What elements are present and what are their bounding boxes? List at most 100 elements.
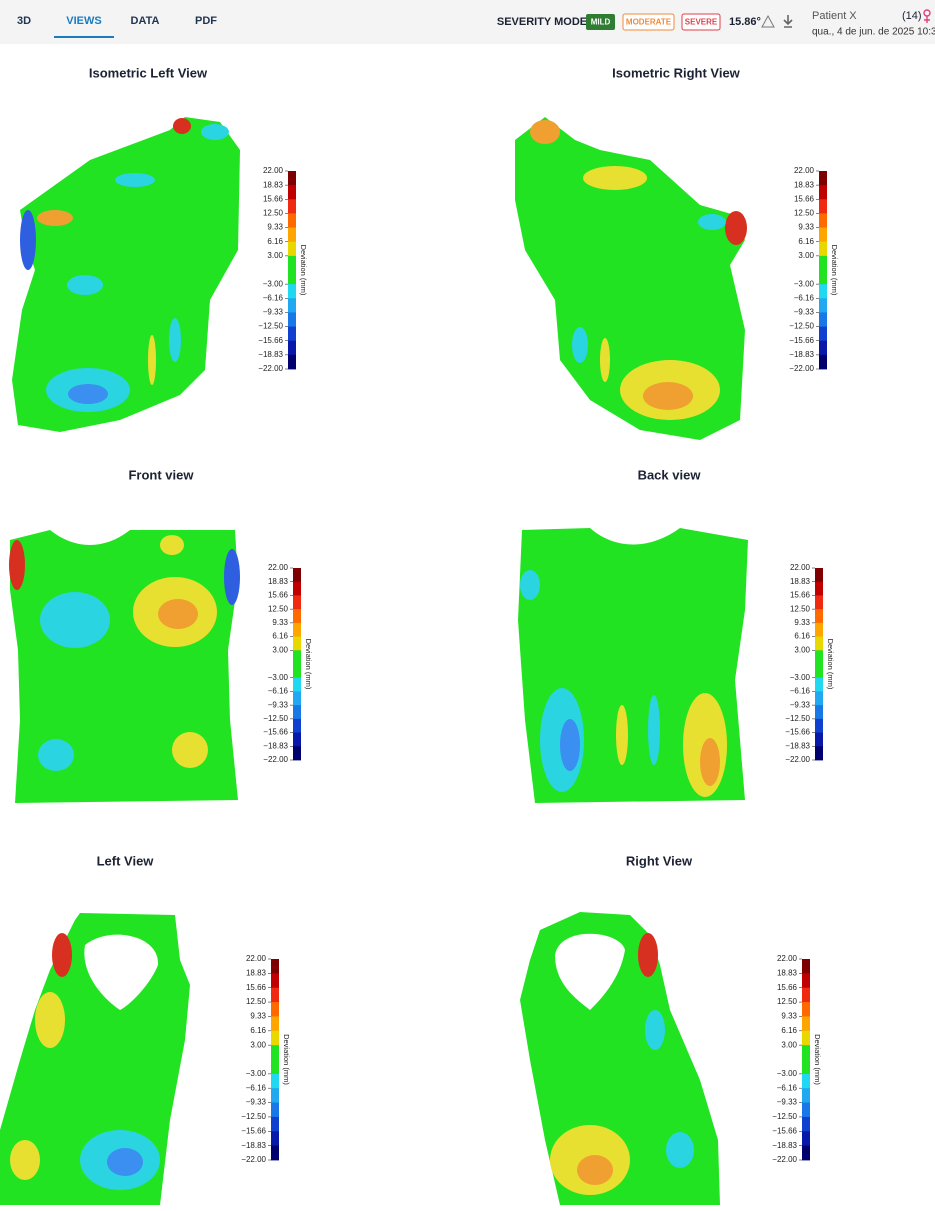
colorbar-tick-label: 18.83	[777, 968, 798, 977]
colorbar: 22.00 18.83 15.66 12.50 9.33 6.16 3.00 −3.00 −6.…	[263, 563, 313, 764]
patient-name: Patient X	[812, 10, 857, 22]
colorbar-tick-label: 3.00	[272, 645, 288, 654]
torso-front	[9, 530, 240, 803]
colorbar-segment	[271, 959, 279, 974]
torso-left	[0, 913, 190, 1205]
colorbar-tick-label: −12.50	[263, 714, 288, 723]
colorbar-tick-label: 12.50	[790, 604, 811, 613]
colorbar-tick-label: 6.16	[798, 237, 814, 246]
colorbar-segment	[293, 664, 301, 679]
colorbar-tick-label: 15.66	[790, 591, 811, 600]
colorbar-segment	[802, 1102, 810, 1118]
colorbar-tick-label: −6.16	[790, 687, 811, 696]
colorbar-segment	[271, 1073, 279, 1089]
colorbar-segment	[271, 987, 279, 1003]
colorbar-segment	[802, 959, 810, 974]
colorbar-tick-label: −6.16	[268, 687, 289, 696]
colorbar-segment	[802, 1116, 810, 1132]
colorbar-tick-label: −15.66	[241, 1126, 266, 1135]
colorbar-tick-label: −18.83	[241, 1141, 266, 1150]
colorbar-segment	[293, 636, 301, 651]
colorbar-tick-label: 6.16	[781, 1026, 797, 1035]
tab-views[interactable]: VIEWS	[66, 15, 101, 27]
badge-mild[interactable]	[586, 14, 615, 30]
panel-title: Front view	[128, 467, 194, 482]
colorbar-tick-label: −12.50	[258, 322, 283, 331]
colorbar-segment	[815, 677, 823, 692]
colorbar-tick-label: 3.00	[250, 1040, 266, 1049]
colorbar-segment	[271, 1030, 279, 1046]
colorbar-tick-label: 12.50	[794, 209, 815, 218]
colorbar-segment	[293, 581, 301, 596]
colorbar-tick-label: 3.00	[267, 251, 283, 260]
colorbar-segment	[293, 677, 301, 692]
female-icon	[923, 9, 931, 23]
colorbar-tick-label: 15.66	[268, 591, 289, 600]
colorbar-segment	[815, 636, 823, 651]
warning-icon[interactable]	[761, 14, 775, 28]
colorbar-segment	[288, 326, 296, 342]
colorbar-tick-label: −3.00	[777, 1069, 798, 1078]
colorbar-tick-label: −15.66	[263, 728, 288, 737]
colorbar-segment	[802, 973, 810, 989]
colorbar-segment	[288, 213, 296, 228]
colorbar-segment	[819, 213, 827, 228]
colorbar-segment	[815, 650, 823, 665]
colorbar-tick-label: −22.00	[789, 364, 814, 373]
download-icon[interactable]	[783, 15, 793, 28]
colorbar-tick-label: 9.33	[794, 618, 810, 627]
colorbar-segment	[288, 199, 296, 214]
colorbar-segment	[293, 595, 301, 610]
badge-moderate-text: MODERATE	[626, 18, 672, 27]
colorbar-segment	[815, 568, 823, 583]
colorbar-tick-label: −6.16	[777, 1083, 798, 1092]
colorbar-tick-label: −22.00	[258, 364, 283, 373]
colorbar-tick-label: −15.66	[789, 336, 814, 345]
colorbar-tick-label: −9.33	[794, 308, 815, 317]
colorbar-label: Deviation (mm)	[813, 1034, 822, 1085]
colorbar-segment	[802, 1088, 810, 1103]
colorbar-tick-label: 6.16	[794, 632, 810, 641]
colorbar-tick-label: 15.66	[263, 194, 284, 203]
colorbar-tick-label: 3.00	[798, 251, 814, 260]
colorbar: 22.00 18.83 15.66 12.50 9.33 6.16 3.00 −3.00 −6.…	[785, 563, 835, 764]
colorbar-tick-label: −9.33	[777, 1098, 798, 1107]
colorbar-segment	[819, 171, 827, 186]
colorbar-segment	[819, 199, 827, 214]
badge-severe[interactable]	[681, 13, 721, 31]
tab-data[interactable]: DATA	[131, 15, 160, 27]
colorbar-segment	[293, 718, 301, 733]
colorbar-tick-label: 22.00	[246, 954, 267, 963]
colorbar-segment	[802, 1045, 810, 1060]
colorbar-segment	[288, 312, 296, 327]
colorbar-segment	[271, 1116, 279, 1132]
torso-isometric-left	[12, 117, 240, 432]
badge-moderate[interactable]	[622, 13, 675, 31]
patient-age: (14)	[902, 10, 922, 22]
colorbar-label: Deviation (mm)	[826, 639, 835, 690]
colorbar-tick-label: 9.33	[267, 223, 283, 232]
header-bar	[0, 0, 935, 44]
colorbar-tick-label: −18.83	[772, 1141, 797, 1150]
colorbar-segment	[802, 1002, 810, 1017]
colorbar-tick-label: 9.33	[798, 223, 814, 232]
colorbar-tick-label: 3.00	[781, 1040, 797, 1049]
colorbar-tick-label: 18.83	[794, 180, 815, 189]
colorbar-segment	[819, 284, 827, 299]
colorbar-tick-label: −9.33	[268, 700, 289, 709]
colorbar-segment	[802, 1131, 810, 1147]
colorbar-tick-label: −6.16	[794, 293, 815, 302]
colorbar-tick-label: 12.50	[268, 604, 289, 613]
colorbar-tick-label: 18.83	[268, 577, 289, 586]
colorbar-segment	[819, 326, 827, 342]
colorbar-tick-label: 3.00	[794, 645, 810, 654]
tab-pdf[interactable]: PDF	[195, 15, 217, 27]
colorbar-tick-label: −6.16	[246, 1083, 267, 1092]
colorbar-segment	[802, 1145, 810, 1161]
colorbar-segment	[293, 691, 301, 706]
colorbar-segment	[293, 568, 301, 583]
colorbar-segment	[293, 732, 301, 747]
tab-3d[interactable]: 3D	[17, 15, 31, 27]
colorbar-segment	[288, 354, 296, 370]
colorbar-tick-label: −12.50	[789, 322, 814, 331]
